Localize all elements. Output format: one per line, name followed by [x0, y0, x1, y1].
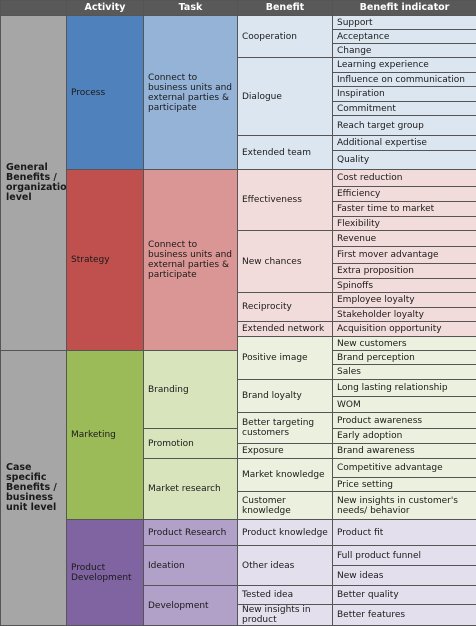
benefit-cell: Extended network [237, 321, 333, 337]
level-cell: General Benefits / organizational level [0, 15, 67, 351]
indicator-cell: Brand perception [332, 350, 476, 365]
indicator-cell: Sales [332, 364, 476, 380]
indicator-cell: Better quality [332, 585, 476, 605]
indicator-cell: Faster time to market [332, 201, 476, 217]
benefit-cell: Brand loyalty [237, 379, 333, 413]
benefit-cell: Market knowledge [237, 458, 333, 492]
benefit-cell: Extended team [237, 135, 333, 170]
header-3: Benefit [237, 0, 333, 16]
header-2: Task [143, 0, 238, 16]
task-cell: Ideation [143, 545, 238, 586]
indicator-cell: Change [332, 43, 476, 58]
indicator-cell: New ideas [332, 565, 476, 586]
benefit-cell: Effectiveness [237, 169, 333, 231]
benefit-cell: Exposure [237, 443, 333, 459]
indicator-cell: Efficiency [332, 186, 476, 202]
indicator-cell: New customers [332, 336, 476, 351]
indicator-cell: New insights in customer's needs/ behavi… [332, 491, 476, 520]
level-cell: Case specific Benefits / business unit l… [0, 350, 67, 626]
activity-cell: Strategy [66, 169, 144, 351]
task-cell: Branding [143, 350, 238, 429]
benefit-cell: Better targeting customers [237, 412, 333, 444]
benefit-cell: Dialogue [237, 57, 333, 136]
indicator-cell: Brand awareness [332, 443, 476, 459]
indicator-cell: Learning experience [332, 57, 476, 73]
header-4: Benefit indicator [332, 0, 476, 16]
indicator-cell: Long lasting relationship [332, 379, 476, 397]
benefit-cell: Cooperation [237, 15, 333, 58]
indicator-cell: Better features [332, 604, 476, 626]
benefit-cell: New insights in product [237, 604, 333, 626]
indicator-cell: Reach target group [332, 115, 476, 136]
indicator-cell: First mover advantage [332, 246, 476, 264]
task-cell: Market research [143, 458, 238, 520]
task-cell: Promotion [143, 428, 238, 459]
benefit-cell: Product knowledge [237, 519, 333, 546]
task-cell: Connect to business units and external p… [143, 15, 238, 170]
indicator-cell: Revenue [332, 230, 476, 247]
task-cell: Product Research [143, 519, 238, 546]
indicator-cell: Full product funnel [332, 545, 476, 566]
header-blank [0, 0, 67, 16]
indicator-cell: Stakeholder loyalty [332, 307, 476, 322]
indicator-cell: WOM [332, 396, 476, 413]
task-cell: Connect to business units and external p… [143, 169, 238, 351]
activity-cell: Product Development [66, 519, 144, 626]
indicator-cell: Cost reduction [332, 169, 476, 187]
indicator-cell: Acquisition opportunity [332, 321, 476, 337]
benefit-cell: New chances [237, 230, 333, 293]
indicator-cell: Price setting [332, 477, 476, 492]
indicator-cell: Product awareness [332, 412, 476, 429]
indicator-cell: Spinoffs [332, 278, 476, 293]
indicator-cell: Support [332, 15, 476, 30]
indicator-cell: Extra proposition [332, 263, 476, 279]
indicator-cell: Inspiration [332, 86, 476, 102]
indicator-cell: Early adoption [332, 428, 476, 444]
benefit-cell: Reciprocity [237, 292, 333, 322]
task-cell: Development [143, 585, 238, 626]
indicator-cell: Quality [332, 150, 476, 170]
indicator-cell: Competitive advantage [332, 458, 476, 478]
header-1: Activity [66, 0, 144, 16]
indicator-cell: Influence on communication [332, 72, 476, 87]
indicator-cell: Employee loyalty [332, 292, 476, 308]
indicator-cell: Flexibility [332, 216, 476, 231]
indicator-cell: Product fit [332, 519, 476, 546]
indicator-cell: Additional expertise [332, 135, 476, 151]
benefit-cell: Positive image [237, 336, 333, 380]
indicator-cell: Commitment [332, 101, 476, 116]
indicator-cell: Acceptance [332, 29, 476, 44]
benefit-cell: Other ideas [237, 545, 333, 586]
benefit-cell: Customer knowledge [237, 491, 333, 520]
activity-cell: Marketing [66, 350, 144, 520]
activity-cell: Process [66, 15, 144, 170]
benefit-cell: Tested idea [237, 585, 333, 605]
